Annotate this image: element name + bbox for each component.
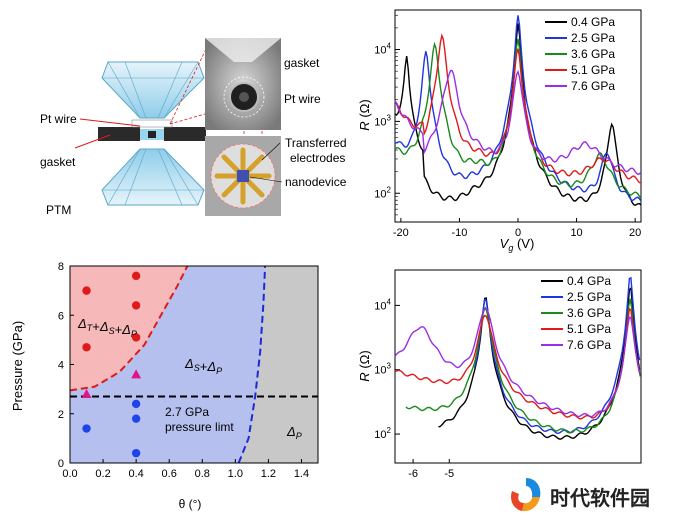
- chart-d-legend-label: 2.5 GPa: [567, 290, 611, 304]
- data-point-red: [82, 286, 91, 295]
- upper-diamond: [101, 61, 205, 119]
- chart-c-ytick-label: 2: [58, 409, 64, 421]
- label-nanodevice: nanodevice: [285, 175, 347, 189]
- region-label-s-p: ΔS+ΔP: [184, 356, 222, 376]
- chart-d-legend-label: 0.4 GPa: [567, 274, 611, 288]
- chart-c-xtick-label: 0.4: [128, 468, 143, 480]
- chart-d-ytick-label: 104: [374, 297, 391, 312]
- chart-c-xtick-label: 1.0: [228, 468, 243, 480]
- watermark-text: 时代软件园: [550, 486, 650, 510]
- chart-c-xtick-label: 1.2: [261, 468, 276, 480]
- chart-c-xtick-label: 1.4: [294, 468, 309, 480]
- chart-phase-diagram: 0.0 0.2 0.4 0.6 0.8 1.0 1.2 1.4 0 2 4 6 8 ΔT+ΔS+ΔP ΔS+…: [10, 261, 319, 511]
- data-point-red: [131, 301, 141, 310]
- chart-d-legend-label: 3.6 GPa: [567, 306, 611, 320]
- chart-b-legend-label: 3.6 GPa: [571, 47, 615, 61]
- chart-c-xlabel: θ (°): [179, 497, 202, 511]
- boundary-red: [69, 265, 189, 392]
- chart-b-series-line: [394, 38, 642, 199]
- chart-d-xtick-label: -6: [408, 468, 418, 480]
- data-point-blue: [131, 414, 141, 423]
- chart-d-series-line: [394, 307, 641, 420]
- data-point-red: [82, 343, 91, 352]
- watermark-logo-icon: [511, 478, 541, 512]
- label-gasket-left: gasket: [40, 155, 76, 169]
- label-electrodes: electrodes: [290, 151, 345, 165]
- chart-d-ytick-label: 103: [374, 362, 391, 377]
- data-point-blue: [131, 448, 141, 458]
- label-pt-wire-left: Pt wire: [40, 112, 77, 126]
- chart-c-xtick-label: 0.8: [195, 468, 210, 480]
- chart-b-ytick-label: 102: [374, 185, 391, 200]
- label-ptm: PTM: [46, 203, 71, 217]
- chart-d-series-line: [473, 276, 641, 435]
- chart-b-legend-label: 2.5 GPa: [571, 31, 615, 45]
- chart-b-xtick-label: 20: [629, 227, 641, 239]
- watermark: 时代软件园: [500, 470, 682, 521]
- region-label-ts-p: ΔT+ΔS+ΔP: [77, 316, 137, 339]
- gasket-photo: [205, 38, 281, 130]
- data-point-red: [131, 271, 141, 281]
- chart-b-series-line: [394, 69, 642, 176]
- chart-resistance-vs-gate: -20 -10 0 10 20 102 103 104 0.4 GPa 2.5 GPa 3.6 GP…: [357, 9, 642, 253]
- data-point-blue: [131, 399, 141, 409]
- chart-b-xtick-label: 10: [570, 227, 582, 239]
- label-transferred: Transferred: [285, 136, 347, 150]
- chart-b-xtick-label: -20: [393, 227, 409, 239]
- chart-d-series-line: [438, 287, 641, 440]
- chart-c-ytick-label: 6: [58, 310, 64, 322]
- chart-d-series-line: [394, 307, 641, 418]
- label-gasket-photo: gasket: [284, 56, 320, 70]
- chart-c-ylabel: Pressure (GPa): [10, 321, 25, 411]
- data-point-magenta: [131, 369, 142, 379]
- chart-d-frame: [394, 269, 642, 464]
- region-label-p: ΔP: [286, 424, 302, 441]
- chart-c-ytick-label: 4: [58, 360, 64, 372]
- chart-d-series-line: [405, 298, 641, 434]
- chart-b-xlabel: Vg (V): [500, 236, 535, 253]
- data-point-blue: [82, 424, 91, 433]
- data-point-magenta: [81, 389, 92, 399]
- data-point-red: [131, 333, 141, 342]
- chart-c-xtick-label: 0.0: [62, 468, 77, 480]
- region-delta-t-s-p: [70, 266, 188, 391]
- chart-b-xtick-label: 0: [515, 227, 521, 239]
- electrodes-photo: [205, 136, 281, 216]
- chart-b-series-line: [394, 15, 642, 202]
- chart-b-xtick-label: -10: [451, 227, 467, 239]
- chart-d-legend-label: 7.6 GPa: [567, 338, 611, 352]
- chart-d-legend-label: 5.1 GPa: [567, 322, 611, 336]
- chart-c-xtick-label: 0.2: [95, 468, 110, 480]
- chart-d-xtick-label: -5: [444, 468, 454, 480]
- boundary-blue: [237, 265, 267, 464]
- chart-c-ytick-label: 8: [58, 261, 64, 273]
- chart-resistance-vs-gate-2: -6 -5 102 103 104 0.4 GPa 2.5 GPa 3.6 GPa 5.1 GP…: [357, 269, 642, 480]
- chart-b-series-line: [394, 33, 641, 184]
- threshold-label-1: 2.7 GPa: [165, 405, 209, 419]
- chart-d-ytick-label: 102: [374, 426, 391, 441]
- chart-b-legend-label: 0.4 GPa: [571, 15, 615, 29]
- lower-diamond: [101, 148, 205, 206]
- gasket-block: [98, 119, 206, 141]
- chart-c-ytick-label: 0: [58, 458, 64, 470]
- chart-b-ytick-label: 104: [374, 42, 391, 57]
- label-pt-wire-photo: Pt wire: [284, 92, 321, 106]
- chart-b-ytick-label: 103: [374, 113, 391, 128]
- chart-b-legend-label: 7.6 GPa: [571, 79, 615, 93]
- chart-b-ylabel: R (Ω): [357, 99, 372, 130]
- chart-b-series-line: [394, 23, 642, 206]
- dac-schematic: Pt wire gasket PTM gasket Pt wire Transf…: [40, 38, 347, 217]
- threshold-label-2: pressure limt: [165, 420, 234, 434]
- chart-d-ylabel: R (Ω): [357, 350, 372, 381]
- chart-b-legend-label: 5.1 GPa: [571, 63, 615, 77]
- chart-c-xtick-label: 0.6: [162, 468, 177, 480]
